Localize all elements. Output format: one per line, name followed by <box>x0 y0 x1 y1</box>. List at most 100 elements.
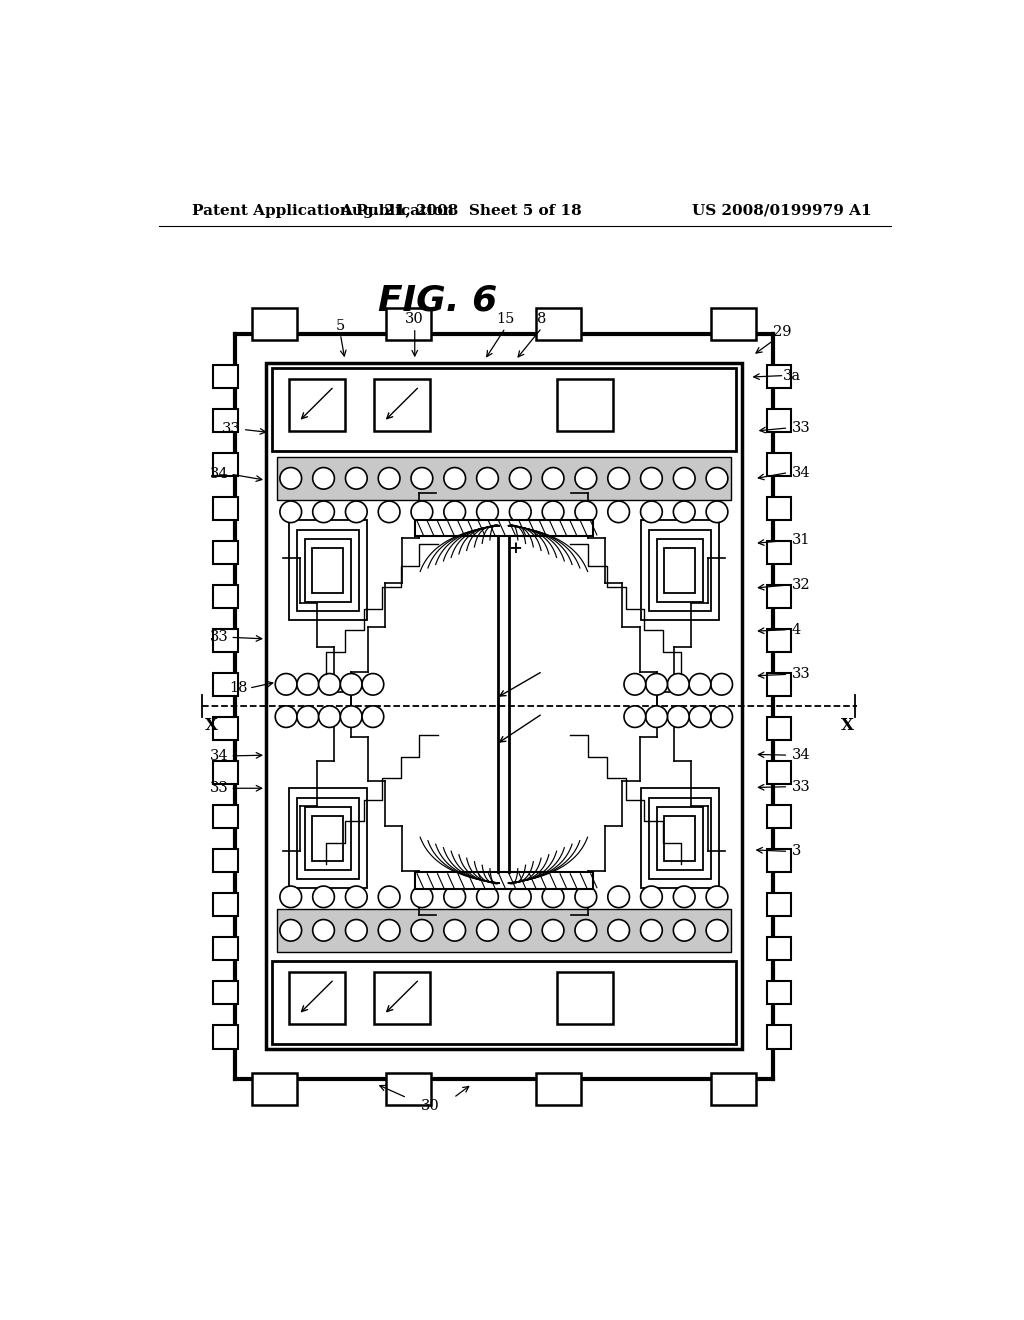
Circle shape <box>707 920 728 941</box>
Text: 15: 15 <box>497 312 515 326</box>
Circle shape <box>312 502 335 523</box>
Circle shape <box>624 673 646 696</box>
Text: 34: 34 <box>210 748 228 763</box>
Text: 34: 34 <box>792 466 810 479</box>
Circle shape <box>345 886 368 908</box>
Circle shape <box>509 886 531 908</box>
Text: +: + <box>508 540 521 557</box>
Bar <box>557 379 613 432</box>
Text: 31: 31 <box>792 533 810 548</box>
Circle shape <box>707 467 728 490</box>
Circle shape <box>476 467 499 490</box>
Circle shape <box>689 673 711 696</box>
Circle shape <box>476 920 499 941</box>
Bar <box>305 539 351 602</box>
Circle shape <box>280 502 302 523</box>
Circle shape <box>509 920 531 941</box>
Bar <box>213 673 238 696</box>
Text: 8: 8 <box>538 312 547 326</box>
Circle shape <box>378 886 400 908</box>
Bar <box>656 807 703 870</box>
Circle shape <box>711 673 732 696</box>
Circle shape <box>362 673 384 696</box>
Circle shape <box>542 502 564 523</box>
Circle shape <box>411 886 433 908</box>
Circle shape <box>345 502 368 523</box>
Circle shape <box>340 673 362 696</box>
Circle shape <box>340 706 362 727</box>
Circle shape <box>575 502 597 523</box>
Circle shape <box>476 502 499 523</box>
Text: X: X <box>841 717 854 734</box>
Bar <box>213 630 238 652</box>
Text: 34: 34 <box>792 748 810 762</box>
Circle shape <box>345 920 368 941</box>
Circle shape <box>646 673 668 696</box>
Circle shape <box>378 920 400 941</box>
Bar <box>272 961 735 1044</box>
Bar <box>767 849 792 873</box>
Circle shape <box>509 467 531 490</box>
Circle shape <box>378 467 400 490</box>
Circle shape <box>280 920 302 941</box>
Bar <box>767 762 792 784</box>
Circle shape <box>674 920 695 941</box>
Bar <box>213 496 238 520</box>
Bar <box>767 937 792 961</box>
Bar <box>252 1073 297 1105</box>
Bar <box>375 972 430 1024</box>
Circle shape <box>707 886 728 908</box>
Bar <box>767 673 792 696</box>
Bar <box>213 937 238 961</box>
Text: Aug. 21, 2008  Sheet 5 of 18: Aug. 21, 2008 Sheet 5 of 18 <box>340 203 582 218</box>
Bar <box>213 453 238 477</box>
Circle shape <box>443 502 466 523</box>
Bar <box>767 541 792 564</box>
Bar <box>289 520 367 620</box>
Bar <box>767 409 792 432</box>
Bar <box>213 762 238 784</box>
Bar <box>213 849 238 873</box>
Circle shape <box>443 920 466 941</box>
Circle shape <box>624 706 646 727</box>
Circle shape <box>312 886 335 908</box>
Circle shape <box>443 467 466 490</box>
Text: 3: 3 <box>792 845 801 858</box>
Bar <box>312 548 343 593</box>
Bar <box>386 1073 431 1105</box>
Bar <box>213 894 238 916</box>
Circle shape <box>646 706 668 727</box>
Bar <box>536 1073 581 1105</box>
Text: 3a: 3a <box>783 368 801 383</box>
Text: 30: 30 <box>406 312 424 326</box>
Bar <box>289 379 345 432</box>
Bar <box>213 409 238 432</box>
Circle shape <box>674 886 695 908</box>
Circle shape <box>318 706 340 727</box>
Text: 18: 18 <box>228 681 248 696</box>
Bar <box>641 788 719 888</box>
Text: 32: 32 <box>792 578 810 591</box>
Bar <box>275 454 732 954</box>
Circle shape <box>297 706 318 727</box>
Bar <box>276 457 731 499</box>
Text: 33: 33 <box>792 421 810 434</box>
Bar <box>656 539 703 602</box>
Bar <box>767 496 792 520</box>
Bar <box>767 1026 792 1048</box>
Bar <box>386 308 431 341</box>
Text: FIG. 6: FIG. 6 <box>379 284 498 318</box>
Circle shape <box>674 502 695 523</box>
Circle shape <box>378 502 400 523</box>
Bar <box>767 981 792 1005</box>
Circle shape <box>608 886 630 908</box>
Text: 34: 34 <box>210 467 228 480</box>
Bar <box>276 909 731 952</box>
Circle shape <box>318 673 340 696</box>
Bar <box>266 363 741 1048</box>
Bar <box>213 805 238 829</box>
Bar <box>767 894 792 916</box>
Bar <box>213 1026 238 1048</box>
Bar <box>649 529 711 611</box>
Circle shape <box>674 467 695 490</box>
